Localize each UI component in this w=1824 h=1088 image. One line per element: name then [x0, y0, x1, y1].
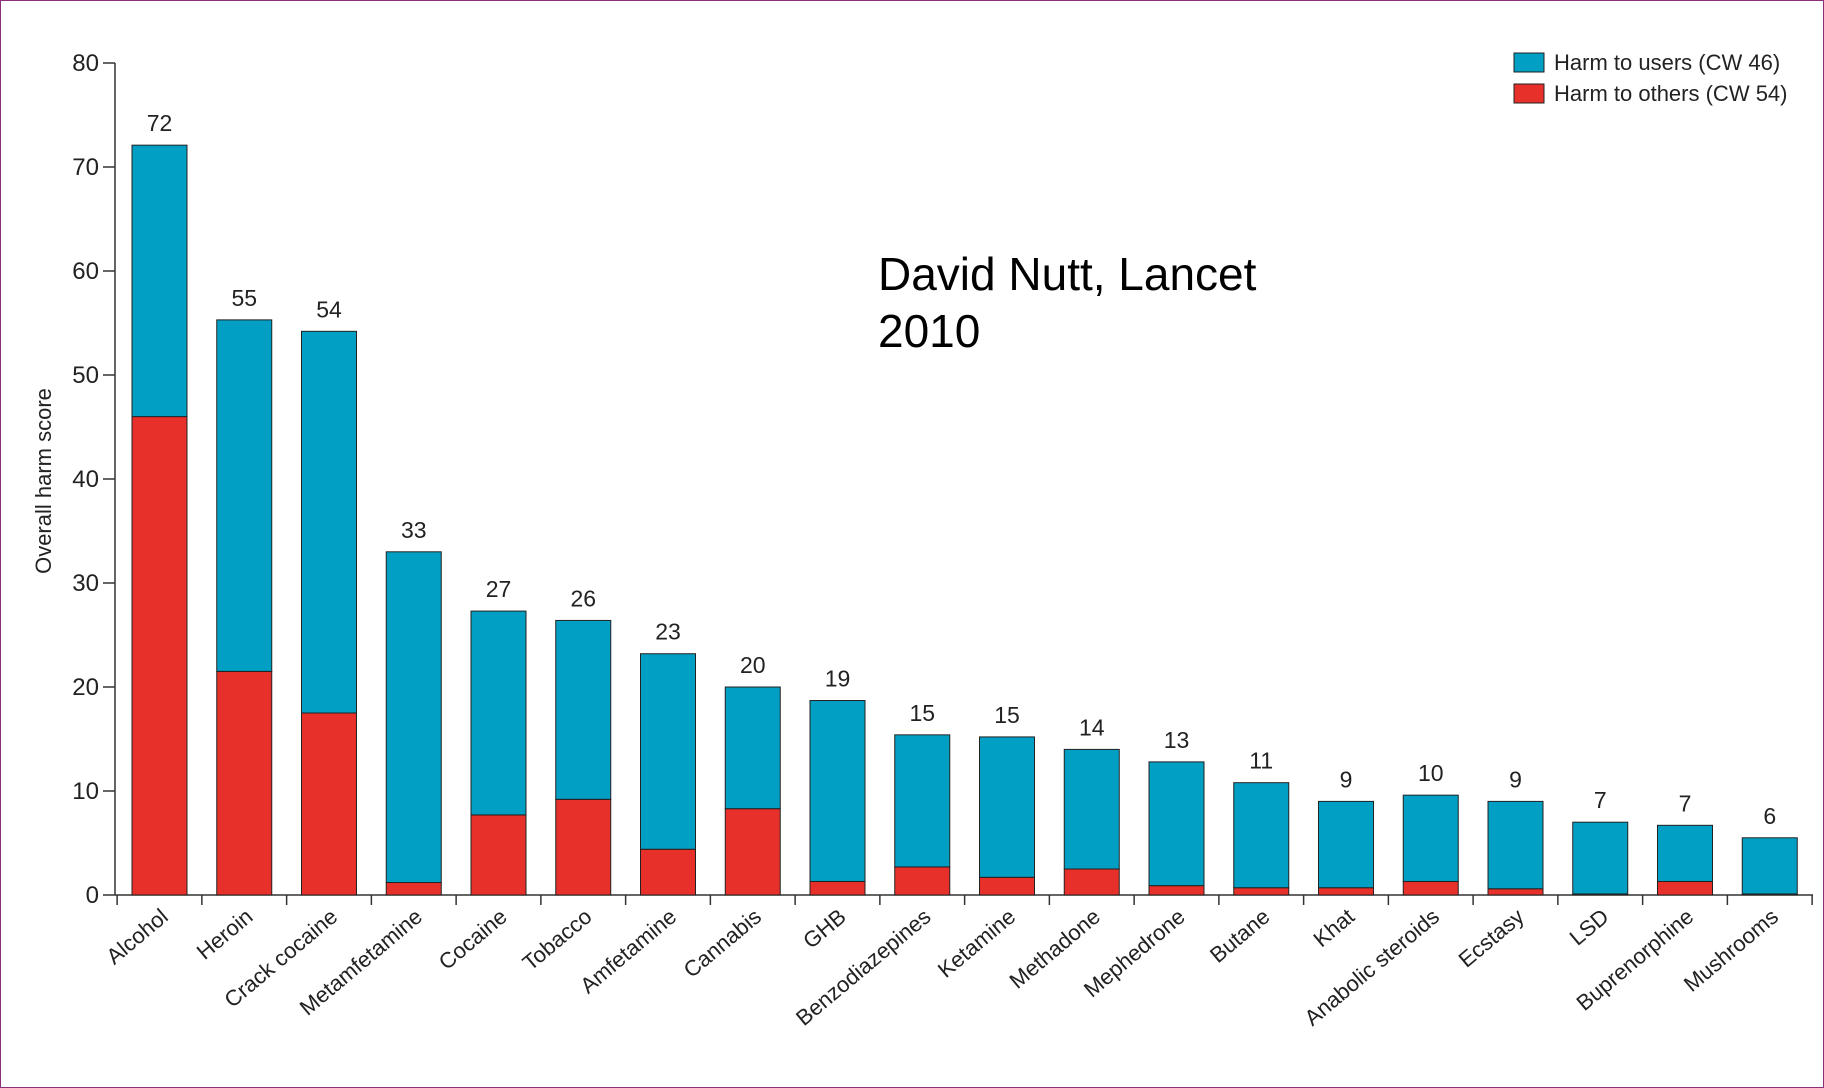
y-axis: 0 10 20 30 40 50 60 70 80: [72, 50, 116, 909]
legend-swatch: [1513, 83, 1545, 104]
annotation-line-1: David Nutt, Lancet: [878, 248, 1257, 300]
bar-harm-to-others: [1148, 885, 1205, 896]
bar-harm-to-others: [385, 882, 442, 896]
bar-harm-to-others: [894, 866, 951, 896]
bar-harm-to-users: [1572, 821, 1629, 895]
category-label: Heroin: [192, 904, 258, 965]
y-axis-label: Overall harm score: [31, 388, 56, 574]
bar-harm-to-others: [131, 416, 188, 896]
y-tick-label: 10: [72, 778, 99, 805]
bar-harm-to-users: [470, 610, 527, 816]
bar-harm-to-users: [385, 551, 442, 884]
y-tick-label: 60: [72, 258, 99, 285]
x-axis: [115, 894, 1813, 905]
category-label: Khat: [1308, 904, 1359, 952]
category-label: Cannabis: [679, 904, 766, 983]
legend-label: Harm to others (CW 54): [1554, 81, 1788, 106]
bar-total-label: 20: [740, 652, 766, 678]
bar-total-label: 72: [147, 110, 173, 136]
bar-harm-to-others: [555, 798, 612, 896]
bar-harm-to-others: [301, 712, 357, 896]
legend-label: Harm to users (CW 46): [1554, 50, 1780, 75]
bar-harm-to-users: [1233, 782, 1290, 889]
bar-harm-to-users: [131, 144, 188, 418]
bar-total-label: 15: [909, 700, 935, 726]
bar-harm-to-users: [301, 330, 357, 714]
category-label: LSD: [1565, 904, 1614, 951]
bar-total-label: 7: [1594, 787, 1607, 813]
bar-harm-to-others: [1487, 888, 1544, 896]
bar-harm-to-others: [809, 880, 866, 896]
bar-harm-to-users: [216, 319, 273, 672]
bar-total-label: 33: [401, 517, 427, 543]
y-tick-label: 70: [72, 154, 99, 181]
bar-total-label: 19: [825, 666, 851, 692]
y-tick-label: 30: [72, 570, 99, 597]
y-tick-label: 40: [72, 466, 99, 493]
y-tick-label: 20: [72, 674, 99, 701]
y-tick-label: 50: [72, 362, 99, 389]
bar-harm-to-users: [1063, 748, 1120, 870]
bar-harm-to-others: [724, 808, 781, 896]
bar-total-label: 27: [486, 576, 512, 602]
bar-total-label: 54: [316, 296, 342, 322]
bar-harm-to-others: [640, 848, 696, 896]
category-label: GHB: [798, 904, 851, 954]
category-label: Ketamine: [933, 904, 1020, 983]
category-label: Tobacco: [518, 904, 597, 976]
legend-swatch: [1513, 52, 1545, 73]
category-label: Alcohol: [101, 904, 172, 970]
bar-harm-to-others: [470, 814, 527, 896]
y-tick-label: 80: [72, 50, 99, 77]
annotation-line-2: 2010: [878, 305, 980, 357]
bar-total-label: 14: [1079, 714, 1105, 740]
category-label: Cocaine: [434, 904, 512, 975]
bar-harm-to-others: [1233, 887, 1290, 896]
bar-total-label: 26: [570, 585, 596, 611]
bar-harm-to-others: [1063, 868, 1120, 896]
bar-harm-to-users: [1402, 794, 1459, 882]
bar-total-label: 55: [231, 285, 257, 311]
bar-harm-to-users: [640, 653, 696, 850]
y-tick-label: 0: [86, 882, 99, 909]
bar-harm-to-others: [1657, 880, 1713, 896]
bar-harm-to-users: [809, 700, 866, 882]
bar-total-label: 9: [1509, 766, 1522, 792]
bar-harm-to-users: [1657, 824, 1713, 882]
bar-harm-to-users: [1318, 800, 1374, 889]
legend: Harm to users (CW 46) Harm to others (CW …: [1513, 50, 1788, 106]
bar-total-label: 11: [1249, 748, 1273, 774]
bar-total-label: 13: [1164, 727, 1190, 753]
bar-total-label: 15: [994, 702, 1020, 728]
bar-total-label: 7: [1679, 790, 1692, 816]
bar-harm-to-others: [1402, 880, 1459, 896]
category-label: Mushrooms: [1679, 904, 1783, 997]
bar-total-labels: 72 55 54 33 27 26 23 20 19 15 15 14 13 11 9 10 9 7 7 6: [147, 110, 1776, 829]
bar-harm-to-users: [1741, 837, 1798, 895]
bar-harm-to-users: [724, 686, 781, 810]
bar-total-label: 23: [655, 619, 681, 645]
bar-harm-to-users: [1148, 761, 1205, 887]
bar-total-label: 9: [1340, 766, 1353, 792]
bar-harm-to-users: [979, 736, 1035, 878]
bar-harm-to-others: [216, 670, 273, 896]
bar-harm-to-users: [1487, 800, 1544, 890]
bar-harm-to-users: [555, 619, 612, 800]
bar-harm-to-others: [979, 876, 1035, 896]
bar-harm-to-others: [1318, 887, 1374, 896]
bar-harm-to-users: [894, 734, 951, 868]
category-label: Butane: [1205, 904, 1274, 968]
bars: [131, 144, 1798, 896]
category-label: Ecstasy: [1454, 904, 1529, 973]
bar-total-label: 6: [1763, 803, 1776, 829]
bar-total-label: 10: [1418, 760, 1444, 786]
